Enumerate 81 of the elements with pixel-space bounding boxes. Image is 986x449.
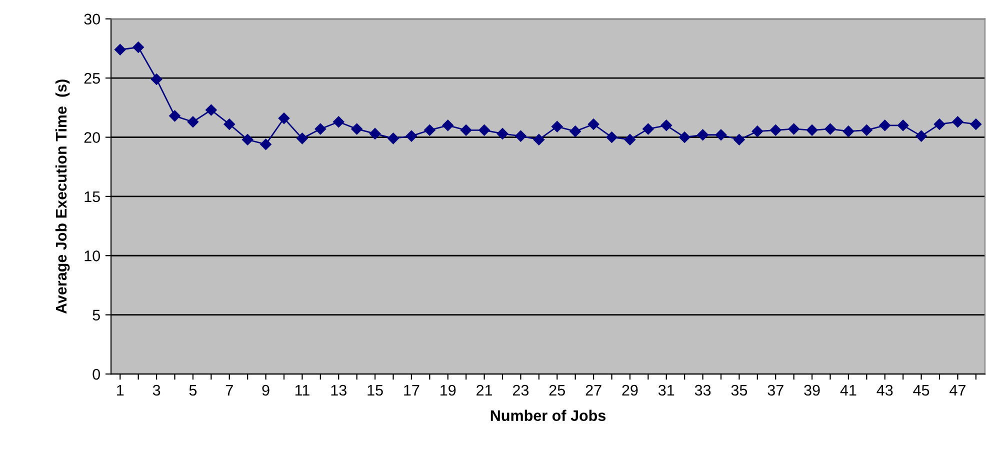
point — [879, 120, 890, 132]
point — [752, 126, 764, 137]
y-tick-label: 5 — [92, 310, 100, 321]
point — [424, 124, 436, 136]
y-tick-label: 15 — [84, 191, 100, 202]
point — [916, 130, 927, 142]
point — [114, 44, 126, 56]
x-tick-label: 33 — [694, 384, 711, 396]
point — [460, 124, 472, 136]
x-tick-label: 23 — [512, 384, 529, 396]
point — [187, 116, 199, 128]
x-tick-label: 45 — [913, 384, 930, 396]
y-tick-label: 25 — [84, 72, 100, 84]
x-tick-label: 47 — [950, 384, 966, 396]
x-tick-label: 43 — [876, 384, 893, 396]
x-tick-label: 27 — [586, 384, 602, 396]
x-tick-label: 37 — [768, 384, 784, 396]
x-tick-label: 5 — [189, 384, 197, 396]
x-tick-label: 25 — [549, 384, 565, 396]
point — [660, 120, 672, 132]
x-tick-label: 11 — [295, 384, 310, 396]
point — [897, 120, 909, 132]
point — [169, 110, 180, 122]
x-tick-label: 15 — [368, 384, 383, 396]
point — [970, 118, 982, 130]
point — [533, 134, 545, 146]
y-axis-title: Average Job Execution Time (s) — [55, 80, 70, 314]
x-tick-label: 31 — [658, 384, 674, 396]
x-tick-label: 13 — [331, 384, 346, 396]
point — [842, 126, 854, 137]
y-tick-label: 30 — [84, 14, 100, 25]
y-tick-label: 20 — [84, 132, 100, 143]
x-tick-label: 3 — [152, 384, 160, 396]
point — [861, 124, 872, 136]
point — [678, 132, 690, 143]
point — [278, 112, 290, 124]
point — [406, 130, 418, 142]
point — [150, 74, 162, 85]
x-tick-label: 19 — [440, 384, 456, 396]
point — [734, 134, 745, 146]
y-tick-label: 10 — [84, 250, 100, 262]
point — [224, 118, 235, 130]
point — [206, 104, 217, 116]
point — [132, 42, 144, 53]
y-tick-label: 0 — [92, 368, 100, 380]
point — [570, 126, 581, 137]
point — [934, 118, 946, 130]
x-tick-label: 9 — [262, 384, 270, 396]
point — [697, 129, 708, 140]
x-tick-label: 17 — [404, 384, 420, 396]
point — [260, 138, 272, 150]
x-tick-label: 7 — [226, 384, 233, 396]
point — [478, 124, 490, 136]
point — [606, 132, 618, 143]
point — [642, 123, 654, 135]
point — [314, 123, 326, 135]
point — [770, 124, 782, 136]
point — [806, 124, 818, 136]
x-tick-label: 21 — [476, 384, 492, 396]
point — [715, 129, 727, 140]
point — [369, 128, 381, 140]
point — [588, 118, 600, 130]
point — [496, 128, 508, 140]
point — [442, 120, 454, 132]
x-tick-label: 39 — [804, 384, 820, 396]
point — [515, 130, 526, 142]
point — [242, 134, 254, 146]
point — [552, 120, 563, 132]
point — [388, 132, 399, 144]
point — [624, 134, 636, 146]
x-axis-title: Number of Jobs — [490, 410, 606, 422]
x-tick-label: 1 — [117, 384, 124, 396]
x-tick-label: 29 — [622, 384, 638, 396]
point — [952, 116, 964, 128]
point — [351, 123, 362, 135]
x-tick-label: 41 — [840, 384, 856, 396]
x-tick-label: 35 — [731, 384, 748, 396]
point — [824, 123, 836, 135]
point — [333, 116, 344, 128]
point — [296, 132, 308, 144]
point — [788, 123, 800, 135]
